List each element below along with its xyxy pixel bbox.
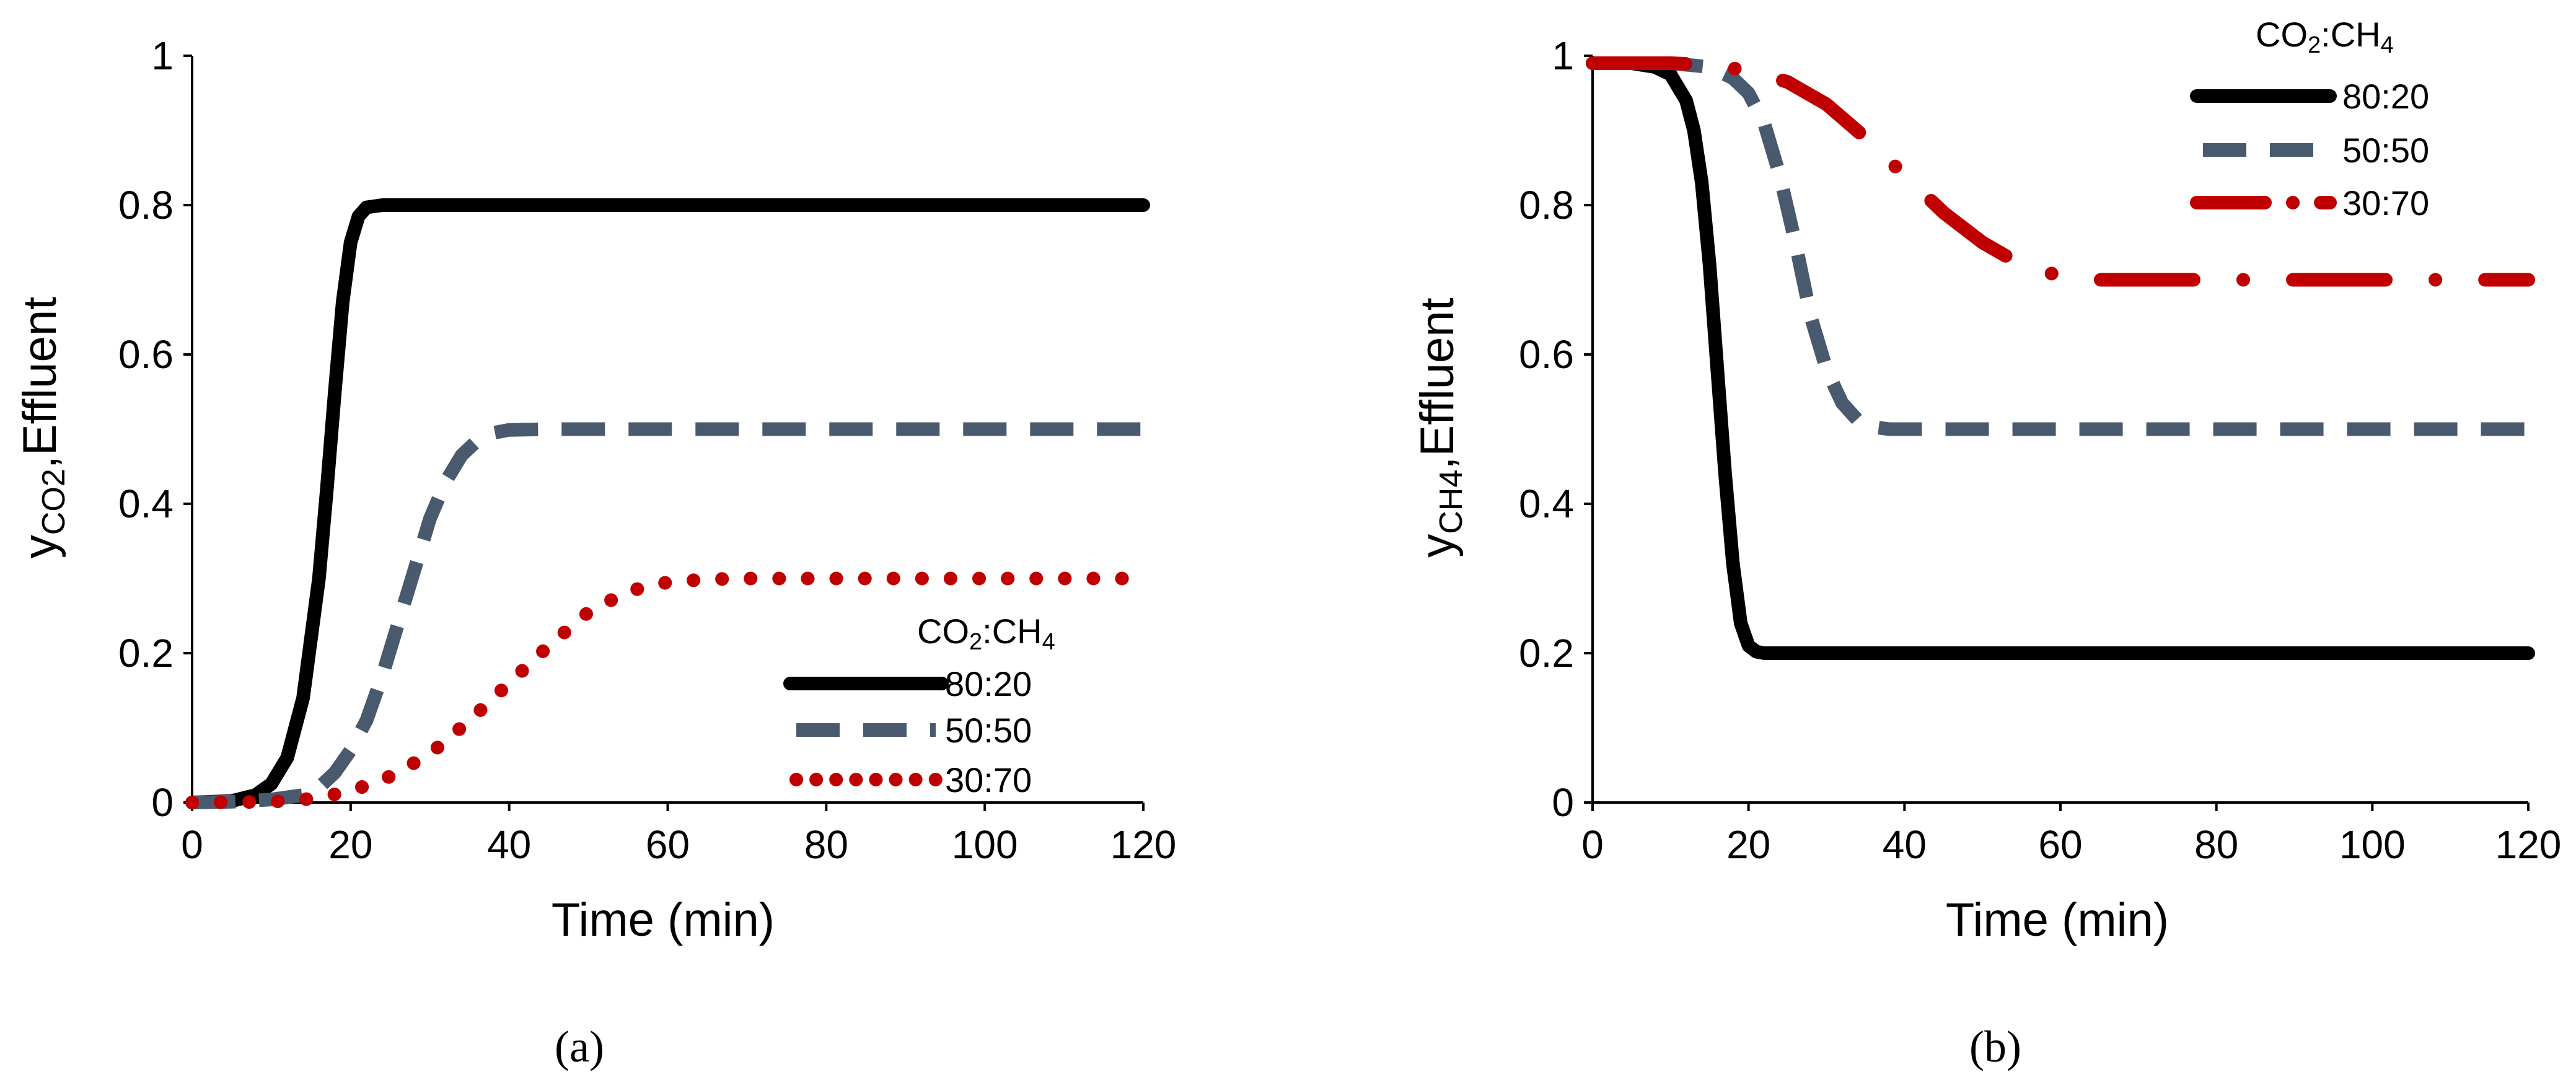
legend-label-50-50: 50:50 bbox=[2342, 131, 2429, 170]
x-axis-title: Time (min) bbox=[552, 894, 775, 946]
legend-label-80-20: 80:20 bbox=[945, 664, 1032, 703]
x-tick-label: 0 bbox=[181, 822, 203, 867]
y-tick-label: 0.6 bbox=[118, 332, 174, 377]
x-tick-label: 100 bbox=[952, 822, 1018, 867]
x-tick-label: 20 bbox=[1726, 822, 1770, 867]
series-b bbox=[1586, 56, 2535, 660]
legend-a: CO2:CH4 80:20 50:50 30:70 bbox=[783, 612, 1055, 799]
y-axis-title-main: y bbox=[1411, 534, 1464, 558]
legend-b: CO2:CH4 80:20 50:50 30:70 bbox=[2190, 15, 2429, 222]
y-axis-title-rest: ,Effluent bbox=[14, 297, 66, 468]
ticks-b: 0 20 40 60 80 100 120 0 0.2 0.4 0.6 0.8 1 bbox=[1519, 33, 2561, 867]
x-axis-title: Time (min) bbox=[1946, 894, 2169, 946]
y-axis-title-rest: ,Effluent bbox=[1411, 297, 1464, 469]
y-tick-label: 0 bbox=[151, 780, 174, 825]
y-axis-title-sub: CH4 bbox=[1433, 470, 1469, 534]
x-tick-label: 120 bbox=[2495, 822, 2562, 867]
y-tick-label: 0.6 bbox=[1519, 332, 1574, 377]
y-axis-title-main: y bbox=[14, 535, 66, 558]
y-axis-title: yCO2,Effluent bbox=[14, 297, 72, 558]
x-tick-label: 80 bbox=[804, 822, 848, 867]
legend-title-sub2: 4 bbox=[2381, 32, 2394, 58]
ticks-a: 0 20 40 60 80 100 120 0 0.2 0.4 0.6 0.8 1 bbox=[118, 33, 1176, 867]
series-line-30-70 bbox=[1586, 56, 2535, 287]
x-tick-label: 120 bbox=[1110, 822, 1177, 867]
x-tick-label: 40 bbox=[487, 822, 531, 867]
y-tick-label: 0.8 bbox=[1519, 183, 1574, 227]
legend-title: CO2:CH4 bbox=[917, 612, 1055, 655]
x-tick-label: 100 bbox=[2339, 822, 2406, 867]
y-axis-title: yCH4,Effluent bbox=[1411, 297, 1469, 558]
legend-title-sub2: 4 bbox=[1042, 629, 1055, 655]
y-tick-label: 1 bbox=[1552, 33, 1574, 78]
series-line-50-50 bbox=[1593, 56, 2528, 436]
y-tick-label: 0.8 bbox=[118, 183, 174, 227]
legend-title-sub1: 2 bbox=[2308, 32, 2321, 58]
legend-label-30-70: 30:70 bbox=[945, 760, 1032, 799]
panel-label-b: (b) bbox=[1969, 1022, 2021, 1071]
x-tick-label: 60 bbox=[2038, 822, 2082, 867]
y-tick-label: 0.4 bbox=[1519, 482, 1574, 526]
x-tick-label: 20 bbox=[328, 822, 372, 867]
legend-title: CO2:CH4 bbox=[2256, 15, 2394, 58]
series-line-80-20 bbox=[185, 198, 1150, 809]
panel-b: 0 20 40 60 80 100 120 0 0.2 0.4 0.6 0.8 1 Time (min)… bbox=[1411, 15, 2561, 1071]
y-tick-label: 1 bbox=[151, 33, 174, 78]
x-tick-label: 40 bbox=[1883, 822, 1927, 867]
legend-label-80-20: 80:20 bbox=[2342, 77, 2429, 116]
y-tick-label: 0.4 bbox=[118, 482, 174, 526]
series-line-30-70 bbox=[185, 571, 1150, 809]
legend-title-main: CO bbox=[917, 612, 969, 651]
panel-a: 0 20 40 60 80 100 120 0 0.2 0.4 0.6 0.8 1 Time (min)… bbox=[14, 33, 1176, 1071]
x-tick-label: 80 bbox=[2194, 822, 2238, 867]
y-tick-label: 0.2 bbox=[118, 631, 174, 675]
legend-label-50-50: 50:50 bbox=[945, 711, 1032, 750]
y-tick-label: 0.2 bbox=[1519, 631, 1574, 675]
legend-label-30-70: 30:70 bbox=[2342, 183, 2429, 222]
y-axis-title-sub: CO2 bbox=[36, 468, 72, 535]
panel-label-a: (a) bbox=[555, 1022, 604, 1071]
x-tick-label: 60 bbox=[646, 822, 690, 867]
y-tick-label: 0 bbox=[1552, 780, 1574, 825]
series-a bbox=[185, 198, 1150, 809]
legend-title-sub1: 2 bbox=[969, 629, 982, 655]
legend-title-mid: :CH bbox=[2321, 15, 2380, 54]
legend-title-main: CO bbox=[2256, 15, 2308, 54]
x-tick-label: 0 bbox=[1581, 822, 1604, 867]
series-line-80-20 bbox=[1586, 56, 2535, 660]
legend-title-mid: :CH bbox=[982, 612, 1042, 651]
